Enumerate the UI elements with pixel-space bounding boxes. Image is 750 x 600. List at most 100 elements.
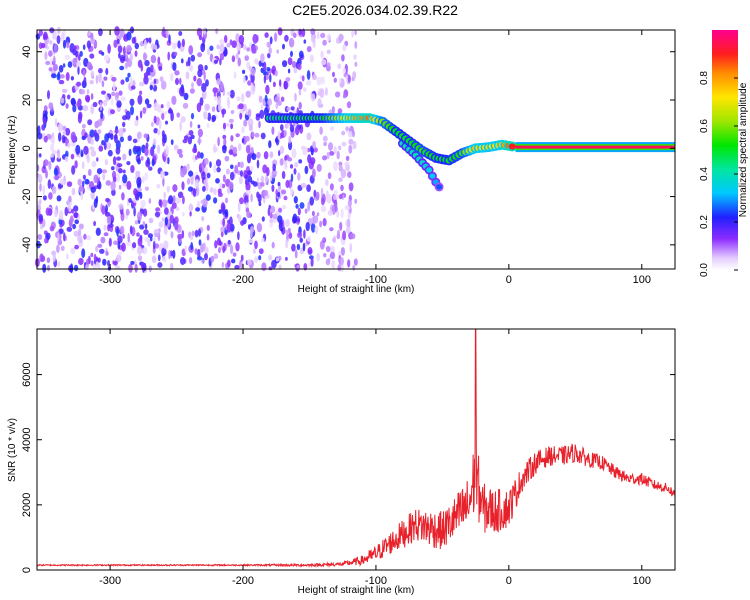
- noise-blob: [351, 30, 354, 38]
- noise-blob: [312, 168, 316, 179]
- noise-blob: [281, 189, 287, 195]
- noise-blob: [220, 231, 224, 238]
- noise-blob: [306, 184, 311, 192]
- noise-blob: [271, 184, 275, 192]
- noise-blob: [241, 126, 245, 134]
- noise-blob: [48, 192, 53, 200]
- noise-blob: [76, 45, 80, 50]
- noise-blob: [142, 263, 145, 273]
- noise-blob: [196, 102, 202, 113]
- noise-blob: [100, 236, 106, 244]
- noise-blob: [284, 34, 289, 42]
- noise-blob: [130, 106, 134, 116]
- noise-blob: [78, 184, 84, 194]
- noise-blob: [338, 193, 343, 200]
- noise-blob: [338, 177, 343, 183]
- noise-blob: [210, 255, 215, 263]
- noise-blob: [150, 54, 157, 64]
- noise-blob: [354, 29, 357, 36]
- noise-blob: [65, 72, 70, 81]
- noise-blob: [147, 238, 151, 247]
- noise-blob: [58, 219, 63, 225]
- noise-blob: [281, 204, 287, 210]
- noise-blob: [295, 126, 300, 136]
- noise-blob: [72, 104, 77, 113]
- noise-blob: [98, 145, 104, 152]
- noise-blob: [103, 224, 107, 232]
- steady-line-core: [515, 145, 675, 149]
- noise-blob: [43, 159, 49, 167]
- noise-blob: [157, 262, 163, 268]
- noise-blob: [335, 194, 340, 199]
- noise-blob: [179, 77, 182, 85]
- noise-blob: [263, 61, 267, 72]
- noise-blob: [92, 264, 98, 269]
- noise-blob: [158, 66, 163, 71]
- noise-blob: [297, 172, 301, 181]
- noise-blob: [66, 253, 69, 260]
- noise-blob: [226, 96, 230, 106]
- noise-blob: [280, 96, 285, 102]
- noise-blob: [58, 228, 64, 235]
- bottom-x-tick-label: -100: [365, 575, 387, 587]
- noise-blob: [237, 202, 241, 212]
- noise-blob: [51, 185, 57, 195]
- noise-blob: [256, 151, 261, 159]
- noise-blob: [235, 242, 240, 252]
- noise-blob: [182, 212, 185, 217]
- noise-blob: [117, 45, 123, 54]
- noise-blob: [110, 181, 116, 191]
- noise-blob: [255, 114, 260, 121]
- noise-blob: [329, 227, 334, 232]
- noise-blob: [151, 158, 155, 167]
- noise-blob: [347, 218, 351, 228]
- noise-blob: [105, 204, 108, 214]
- noise-blob: [59, 178, 66, 185]
- noise-blob: [199, 97, 204, 106]
- noise-blob: [342, 44, 347, 52]
- noise-blob: [316, 76, 322, 86]
- noise-blob: [154, 211, 161, 218]
- noise-blob: [200, 42, 206, 53]
- noise-blob: [244, 174, 249, 180]
- noise-blob: [338, 145, 342, 151]
- noise-blob: [90, 186, 97, 193]
- noise-blob: [348, 138, 354, 145]
- noise-blob: [118, 52, 121, 59]
- bottom-x-tick-label: 100: [633, 575, 651, 587]
- noise-blob: [190, 175, 194, 185]
- noise-blob: [83, 145, 89, 155]
- noise-blob: [301, 75, 305, 82]
- noise-blob: [328, 142, 333, 151]
- noise-blob: [348, 182, 354, 192]
- noise-blob: [134, 50, 138, 57]
- noise-blob: [279, 145, 285, 154]
- noise-blob: [136, 176, 142, 187]
- noise-blob: [254, 132, 260, 138]
- branch-trace-mark: [429, 173, 436, 179]
- noise-blob: [118, 203, 124, 210]
- noise-blob: [239, 112, 243, 120]
- noise-blob: [111, 91, 116, 97]
- noise-blob: [177, 191, 184, 199]
- noise-blob: [113, 260, 118, 266]
- noise-blob: [157, 129, 161, 136]
- noise-blob: [251, 131, 255, 138]
- noise-blob: [110, 109, 115, 115]
- noise-blob: [259, 109, 265, 120]
- noise-blob: [207, 112, 212, 122]
- noise-blob: [180, 116, 186, 123]
- noise-blob: [352, 71, 357, 80]
- noise-blob: [213, 92, 217, 97]
- noise-blob: [120, 225, 125, 236]
- bottom-x-axis-label: Height of straight line (km): [298, 585, 415, 596]
- noise-blob: [128, 198, 133, 203]
- noise-blob: [89, 129, 95, 138]
- noise-blob: [324, 178, 329, 187]
- noise-blob: [95, 74, 99, 85]
- noise-blob: [74, 264, 79, 272]
- noise-blob: [112, 81, 116, 92]
- noise-blob: [178, 153, 184, 158]
- noise-blob: [277, 27, 283, 36]
- noise-blob: [230, 244, 234, 255]
